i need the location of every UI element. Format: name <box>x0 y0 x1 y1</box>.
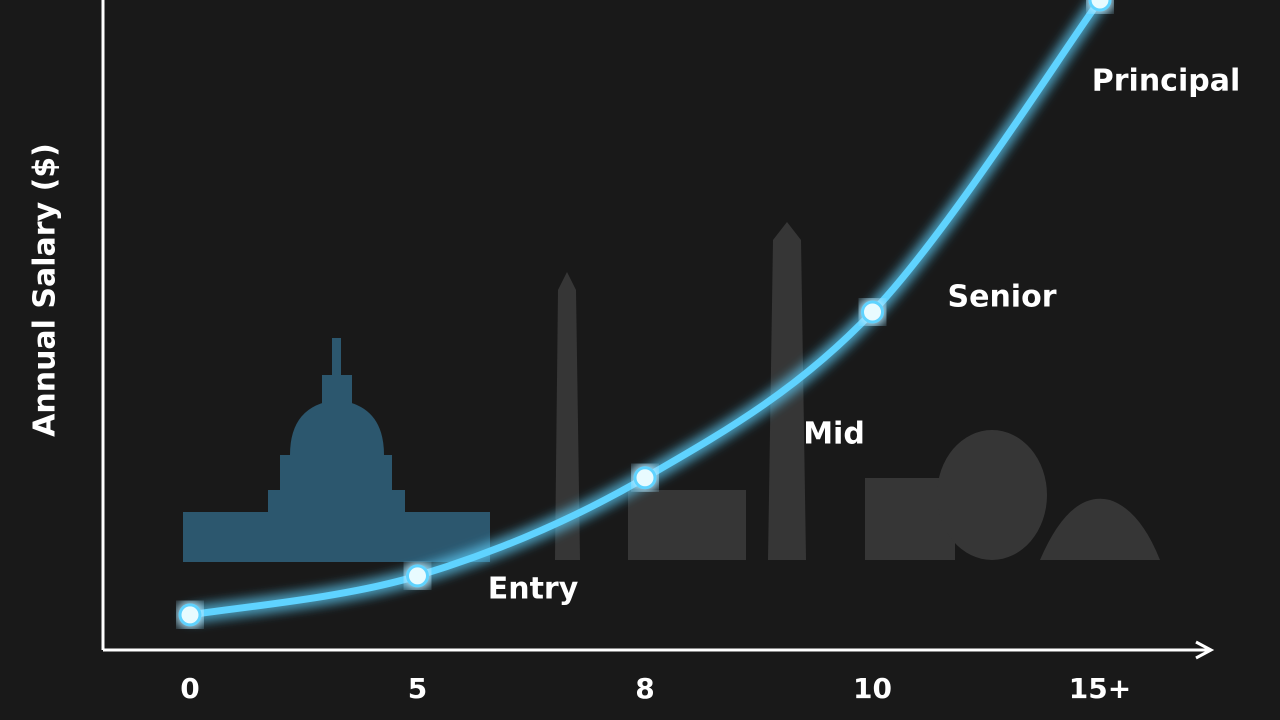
x-axis-arrow <box>1195 640 1215 660</box>
stage-label: Principal <box>1092 64 1241 99</box>
point <box>861 300 884 324</box>
salary-line <box>186 0 1104 619</box>
stage-label: Mid <box>803 417 865 452</box>
x-tick-label: 5 <box>408 672 427 705</box>
point <box>406 564 429 588</box>
y-axis-label: Annual Salary ($) <box>28 143 63 437</box>
x-tick-label: 15+ <box>1069 672 1131 705</box>
stage-label: Senior <box>948 280 1057 315</box>
point <box>633 466 657 490</box>
x-tick-label: 10 <box>853 672 892 705</box>
x-tick-label: 8 <box>635 672 654 705</box>
skyline <box>183 222 1160 562</box>
point <box>178 603 202 627</box>
x-tick-label: 0 <box>180 672 199 705</box>
point <box>1088 0 1112 12</box>
stage-label: Entry <box>488 572 579 607</box>
